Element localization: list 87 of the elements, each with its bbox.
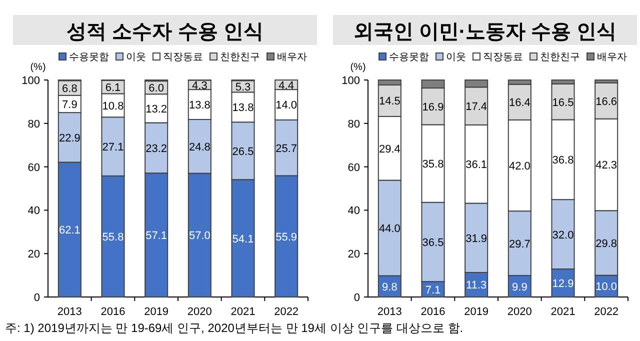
- legend-label: 수용못함: [69, 52, 109, 63]
- y-tick-label: 60: [28, 162, 40, 174]
- data-label: 13.2: [146, 103, 168, 116]
- y-tick-label: 80: [28, 118, 40, 130]
- data-label: 4.3: [192, 80, 208, 92]
- data-label: 32.0: [552, 229, 574, 242]
- data-label: 36.5: [422, 236, 444, 249]
- text: 주: 1) 2019년까지는 만 19-69세 인구, 2020년부터는 만 19세 이상 인구를 대상으로 함.: [5, 321, 464, 335]
- data-label: 9.9: [512, 281, 528, 294]
- y-axis-title: (%): [350, 62, 366, 73]
- y-tick-label: 40: [28, 205, 40, 218]
- legend-label: 수용못함: [389, 52, 429, 63]
- data-label: 29.7: [508, 238, 530, 250]
- x-tick-label: 2019: [144, 306, 169, 318]
- data-label: 36.1: [466, 159, 488, 172]
- y-tick-label: 100: [22, 75, 40, 87]
- legend-label: 이웃: [446, 52, 466, 63]
- x-tick-label: 2016: [420, 306, 446, 318]
- x-tick-label: 2021: [550, 306, 576, 318]
- y-tick-label: 40: [348, 205, 360, 218]
- data-label: 7.9: [62, 98, 78, 111]
- x-tick-label: 2020: [507, 306, 532, 318]
- legend-label: 친한친구: [540, 52, 580, 63]
- legend-label: 이웃: [126, 52, 146, 63]
- data-label: 6.0: [148, 82, 164, 95]
- data-label: 27.1: [102, 142, 124, 154]
- data-label: 5.3: [235, 81, 251, 94]
- data-label: 16.6: [596, 96, 618, 108]
- data-label: 11.3: [466, 280, 487, 292]
- data-label: 13.8: [232, 102, 254, 114]
- data-label: 7.1: [425, 284, 441, 296]
- legend-label: 친한친구: [220, 52, 260, 63]
- x-tick-label: 2022: [274, 306, 299, 318]
- data-label: 31.9: [466, 232, 488, 245]
- data-label: 4.4: [278, 80, 294, 92]
- y-tick-label: 0: [354, 292, 360, 304]
- data-label: 57.1: [146, 230, 168, 242]
- data-label: 44.0: [378, 222, 400, 235]
- data-label: 25.7: [276, 142, 298, 155]
- x-tick-label: 2022: [594, 306, 619, 318]
- data-label: 6.1: [105, 82, 121, 94]
- data-label: 35.8: [422, 158, 444, 171]
- data-label: 55.9: [276, 231, 298, 244]
- data-label: 16.5: [552, 96, 574, 109]
- x-tick-label: 2021: [230, 306, 256, 318]
- data-label: 16.4: [508, 97, 530, 110]
- chart-title: 외국인 이민·노동자 수용 인식: [353, 21, 617, 43]
- data-label: 29.8: [596, 238, 618, 250]
- data-label: 14.5: [378, 96, 400, 108]
- data-label: 22.9: [58, 132, 80, 144]
- legend-label: 직장동료: [163, 52, 203, 63]
- y-tick-label: 100: [342, 75, 360, 87]
- data-label: 62.1: [58, 224, 80, 237]
- chart-title: 성적 소수자 수용 인식: [66, 21, 264, 43]
- data-label: 42.0: [508, 160, 530, 172]
- data-label: 36.8: [552, 154, 574, 167]
- data-label: 26.5: [232, 146, 254, 158]
- data-label: 6.8: [62, 83, 78, 96]
- data-label: 23.2: [146, 142, 168, 155]
- data-label: 42.3: [596, 160, 618, 172]
- data-label: 10.8: [102, 100, 124, 112]
- data-label: 13.8: [188, 100, 210, 112]
- data-label: 57.0: [188, 230, 210, 242]
- data-label: 10.0: [596, 281, 618, 294]
- data-label: 54.1: [232, 233, 254, 246]
- y-tick-label: 20: [28, 248, 40, 261]
- data-label: 9.8: [382, 281, 398, 294]
- data-label: 16.9: [422, 101, 444, 114]
- y-tick-label: 20: [348, 248, 360, 261]
- y-tick-label: 60: [348, 162, 360, 174]
- data-label: 29.4: [378, 143, 400, 156]
- data-label: 12.9: [552, 278, 574, 290]
- data-label: 17.4: [466, 101, 488, 114]
- x-tick-label: 2013: [377, 306, 402, 318]
- y-axis-title: (%): [30, 62, 46, 73]
- data-label: 14.0: [276, 100, 298, 112]
- x-tick-label: 2013: [57, 306, 82, 318]
- data-label: 24.8: [188, 141, 210, 154]
- legend-label: 직장동료: [483, 52, 523, 63]
- x-tick-label: 2020: [187, 306, 212, 318]
- x-tick-label: 2016: [100, 306, 126, 318]
- legend-label: 배우자: [277, 52, 307, 63]
- y-tick-label: 80: [348, 118, 360, 130]
- legend-label: 배우자: [597, 52, 627, 63]
- x-tick-label: 2019: [464, 306, 489, 318]
- data-label: 55.8: [102, 231, 124, 244]
- y-tick-label: 0: [34, 292, 40, 304]
